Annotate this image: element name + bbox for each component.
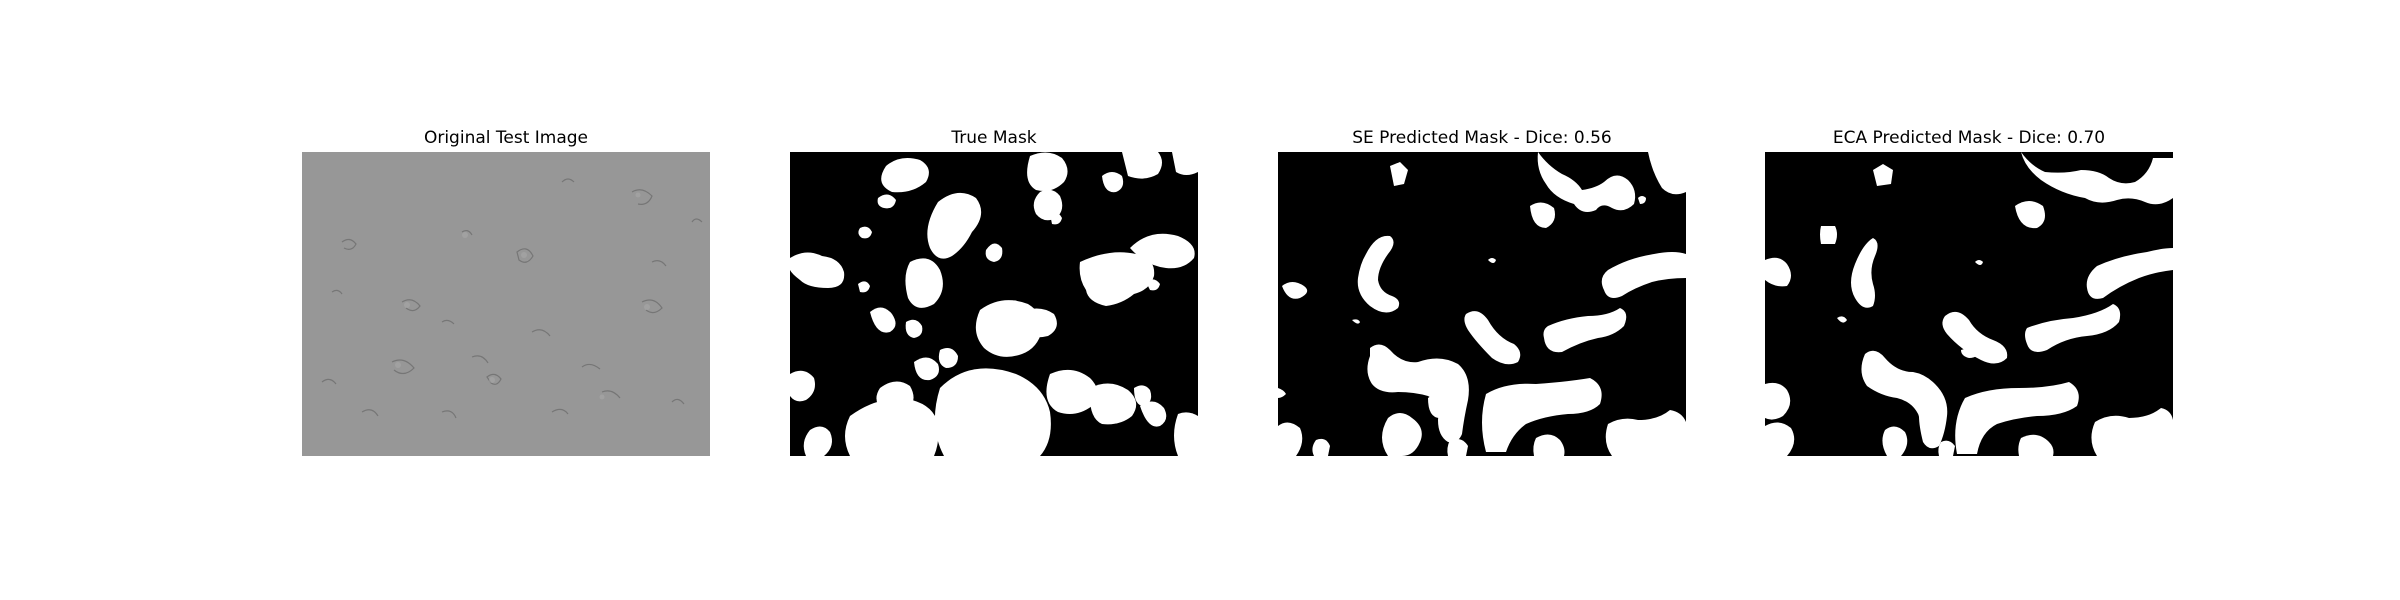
panel-eca-predicted-mask: ECA Predicted Mask - Dice: 0.70 bbox=[1765, 128, 2173, 456]
panel-true-mask: True Mask bbox=[790, 128, 1198, 456]
se-predicted-mask-image bbox=[1278, 152, 1686, 456]
panel-title: True Mask bbox=[951, 128, 1037, 148]
panel-title: SE Predicted Mask - Dice: 0.56 bbox=[1352, 128, 1612, 148]
panel-title: ECA Predicted Mask - Dice: 0.70 bbox=[1832, 128, 2106, 148]
panel-original-test-image: Original Test Image bbox=[302, 128, 710, 456]
panel-title: Original Test Image bbox=[423, 128, 589, 148]
eca-predicted-mask-image bbox=[1765, 152, 2173, 456]
panel-se-predicted-mask: SE Predicted Mask - Dice: 0.56 bbox=[1278, 128, 1686, 456]
true-mask-image bbox=[790, 152, 1198, 456]
original-test-image bbox=[302, 152, 710, 456]
